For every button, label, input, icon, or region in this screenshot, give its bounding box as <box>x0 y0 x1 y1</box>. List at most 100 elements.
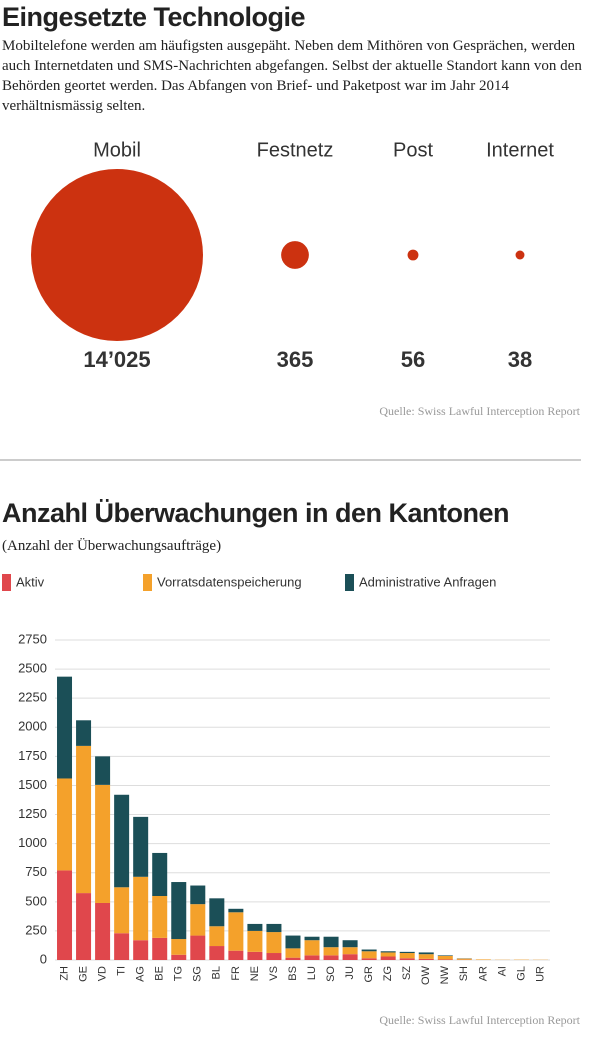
x-tick-label: AI <box>496 966 508 976</box>
bar-segment <box>323 955 339 960</box>
bar-segment <box>380 952 396 957</box>
bar-segment <box>437 959 453 960</box>
y-tick-label: 500 <box>25 893 47 908</box>
bar-segment <box>247 951 263 960</box>
bar-segment <box>228 950 244 960</box>
x-tick-label: BE <box>154 966 166 981</box>
bubble <box>31 169 203 341</box>
y-tick-label: 1750 <box>18 748 47 763</box>
bar-segment <box>171 939 187 955</box>
legend-label: Aktiv <box>16 574 45 589</box>
bar-segment <box>342 954 358 960</box>
bubble <box>407 249 419 261</box>
x-tick-label: NE <box>249 966 261 981</box>
y-tick-label: 2500 <box>18 661 47 676</box>
bar-segment <box>304 955 320 960</box>
y-tick-label: 0 <box>40 951 47 966</box>
bubble <box>515 250 525 260</box>
bar-segment <box>114 794 130 888</box>
x-tick-label: BL <box>211 966 223 979</box>
bar-segment <box>323 936 339 948</box>
x-tick-label: AR <box>477 966 489 981</box>
bar-segment <box>342 947 358 955</box>
bar-segment <box>285 948 301 958</box>
value-label: 365 <box>277 347 314 372</box>
bar-segment <box>437 955 453 960</box>
category-label: Post <box>393 139 433 161</box>
x-tick-label: LU <box>306 966 318 980</box>
title: Anzahl Überwachungen in den Kantonen <box>2 498 510 528</box>
bar-segment <box>399 953 415 959</box>
title: Eingesetzte Technologie <box>2 2 306 32</box>
bar-segment <box>304 936 320 941</box>
bar-segment <box>266 953 282 960</box>
x-tick-label: JU <box>344 966 356 980</box>
x-tick-label: FR <box>230 966 242 981</box>
bar-segment <box>133 940 149 960</box>
bar-segment <box>304 940 320 956</box>
bar-segment <box>76 745 92 894</box>
x-tick-label: ZG <box>382 966 394 981</box>
bar-segment <box>399 958 415 960</box>
bar-segment <box>114 887 130 934</box>
legend-swatch <box>2 574 11 591</box>
bar-segment <box>57 676 73 779</box>
bar-segment <box>342 940 358 948</box>
bar-segment <box>380 956 396 960</box>
bar-segment <box>247 923 263 931</box>
bar-segment <box>152 937 168 960</box>
bar-segment <box>266 923 282 933</box>
bar-segment <box>437 955 453 956</box>
bar-segment <box>76 893 92 960</box>
bar-segment <box>399 951 415 954</box>
bar-segment <box>57 778 73 871</box>
bar-segment <box>228 908 244 913</box>
value-label: 14’025 <box>83 347 150 372</box>
bar-segment <box>152 852 168 896</box>
bar-segment <box>209 898 225 927</box>
x-tick-label: UR <box>534 966 546 982</box>
x-tick-label: VD <box>97 966 109 981</box>
bar-segment <box>228 912 244 951</box>
bar-segment <box>380 951 396 953</box>
bar-segment <box>456 958 472 960</box>
x-tick-label: ZH <box>58 966 70 981</box>
bar-segment <box>190 885 206 905</box>
subtitle: Mobiltelefone werden am häufigsten ausge… <box>2 38 582 114</box>
bar-segment <box>209 946 225 960</box>
source: Quelle: Swiss Lawful Interception Report <box>379 404 580 418</box>
y-tick-label: 2250 <box>18 690 47 705</box>
bar-segment <box>114 933 130 960</box>
bar-segment <box>133 816 149 877</box>
x-tick-label: VS <box>268 966 280 981</box>
x-tick-label: NW <box>439 965 451 984</box>
bar-segment <box>190 935 206 960</box>
bar-segment <box>361 951 377 959</box>
bar-segment <box>418 958 434 960</box>
x-tick-label: SG <box>192 966 204 982</box>
x-tick-label: GR <box>363 966 375 983</box>
x-tick-label: AG <box>135 966 147 982</box>
y-tick-label: 1500 <box>18 777 47 792</box>
y-tick-label: 2000 <box>18 719 47 734</box>
category-label: Festnetz <box>257 139 334 161</box>
x-tick-label: SH <box>458 966 470 981</box>
bar-segment <box>95 784 111 903</box>
value-label: 38 <box>508 347 532 372</box>
x-tick-label: TG <box>173 966 185 981</box>
bar-segment <box>285 935 301 949</box>
legend-label: Administrative Anfragen <box>359 574 496 589</box>
x-tick-label: GL <box>515 966 527 981</box>
bar-segment <box>285 957 301 960</box>
legend-label: Vorratsdatenspeicherung <box>157 574 302 589</box>
bar-segment <box>171 882 187 940</box>
y-tick-label: 1000 <box>18 835 47 850</box>
x-tick-label: SZ <box>401 966 413 980</box>
x-tick-label: BS <box>287 966 299 981</box>
bar-segment <box>190 904 206 936</box>
category-label: Internet <box>486 139 554 161</box>
bar-segment <box>475 959 491 960</box>
bar-segment <box>95 902 111 960</box>
x-tick-label: SO <box>325 966 337 982</box>
